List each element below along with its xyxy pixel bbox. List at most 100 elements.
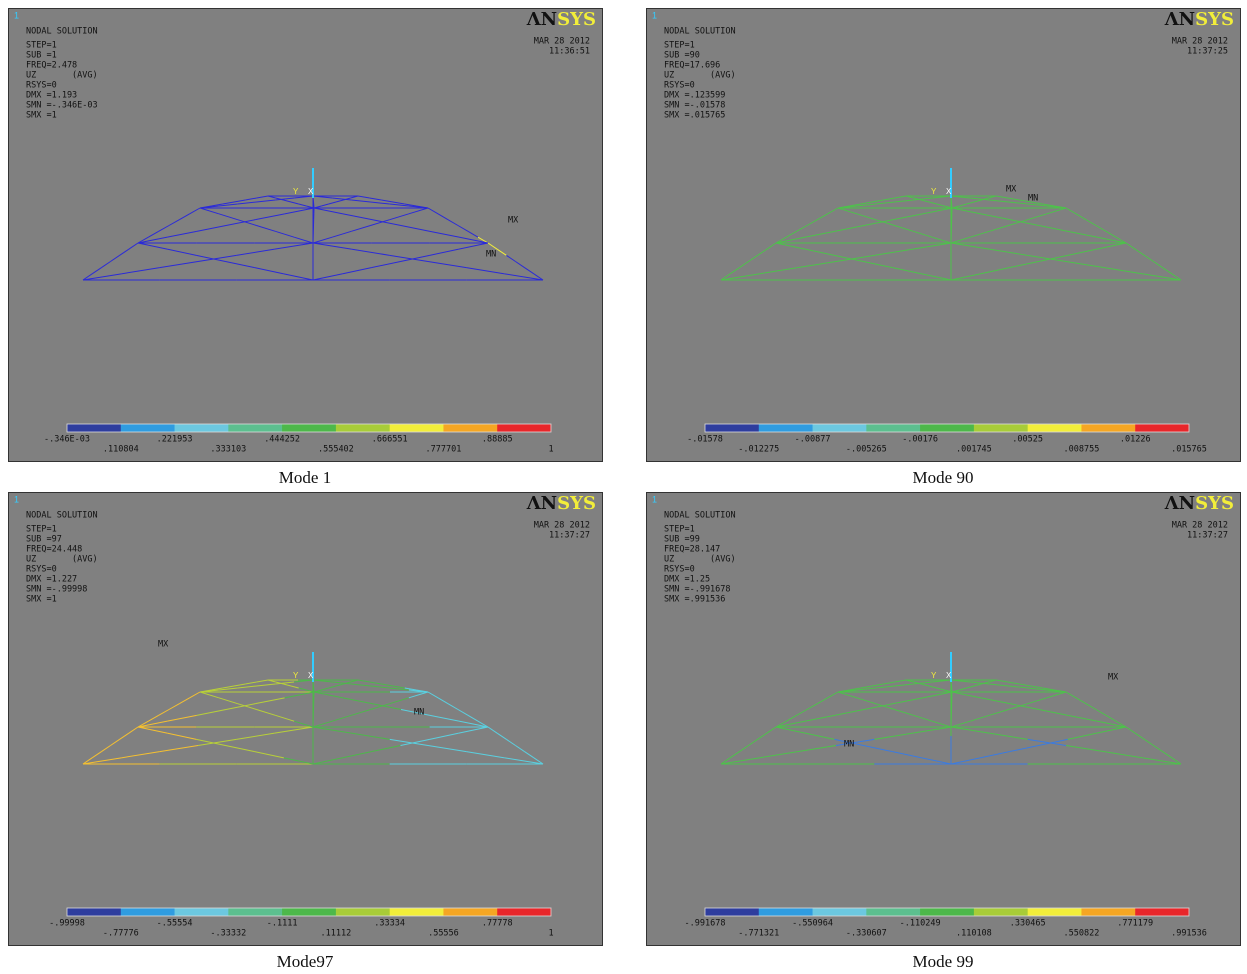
info-line: FREQ=28.147 — [664, 545, 720, 555]
info-line: SUB =90 — [664, 51, 700, 61]
caption: Mode97 — [155, 952, 455, 972]
info-line: UZ (AVG) — [664, 555, 736, 565]
legend-label: -.005265 — [846, 445, 887, 455]
info-line: UZ (AVG) — [664, 71, 736, 81]
mn-label: MN — [414, 708, 424, 718]
info-line: UZ (AVG) — [26, 71, 98, 81]
ansys-panel: 1ΛNSYSNODAL SOLUTIONSTEP=1SUB =1FREQ=2.4… — [8, 8, 603, 462]
legend-label: -.33332 — [210, 929, 246, 939]
legend-swatch — [282, 424, 336, 432]
info-line: DMX =1.227 — [26, 575, 77, 585]
legend-label: .008755 — [1064, 445, 1100, 455]
legend-label: 1 — [548, 445, 553, 455]
legend-swatch — [866, 424, 920, 432]
legend-label: -.012275 — [738, 445, 779, 455]
logo: ΛNSYS — [526, 493, 596, 514]
legend-swatch — [1028, 908, 1082, 916]
legend-swatch — [282, 908, 336, 916]
legend-label: .11112 — [321, 929, 352, 939]
triad-label: Y — [931, 671, 937, 680]
info-line: STEP=1 — [26, 525, 57, 535]
logo-an: ΛN — [526, 9, 557, 30]
mx-label: MX — [158, 640, 169, 650]
logo-an: ΛN — [526, 493, 557, 514]
info-line: SMN =-.346E-03 — [26, 101, 98, 111]
triad-label: Y — [293, 671, 299, 680]
ansys-panel: 1ΛNSYSNODAL SOLUTIONSTEP=1SUB =97FREQ=24… — [8, 492, 603, 946]
triad-label: Y — [931, 187, 937, 196]
legend-label: .444252 — [264, 435, 300, 445]
legend-swatch — [390, 908, 444, 916]
legend-label: .221953 — [157, 435, 193, 445]
info-line: NODAL SOLUTION — [26, 27, 98, 37]
info-line: SUB =1 — [26, 51, 57, 61]
legend-swatch — [813, 908, 867, 916]
legend-swatch — [813, 424, 867, 432]
legend-label: .666551 — [372, 435, 408, 445]
time: 11:37:27 — [1187, 531, 1228, 541]
info-line: DMX =1.25 — [664, 575, 710, 585]
legend-label: -.00176 — [902, 435, 938, 445]
legend-label: -.346E-03 — [44, 435, 90, 445]
legend-swatch — [974, 424, 1028, 432]
legend-swatch — [228, 908, 282, 916]
legend-swatch — [497, 908, 551, 916]
legend-label: .330465 — [1010, 919, 1046, 929]
legend-label: -.330607 — [846, 929, 887, 939]
legend-label: -.99998 — [49, 919, 85, 929]
info-line: FREQ=2.478 — [26, 61, 77, 71]
legend-swatch — [974, 908, 1028, 916]
mn-label: MN — [844, 740, 854, 750]
triad-label: X — [946, 671, 952, 680]
legend-swatch — [67, 424, 121, 432]
legend-swatch — [443, 908, 497, 916]
caption: Mode 99 — [793, 952, 1093, 972]
info-line: DMX =.123599 — [664, 91, 725, 101]
logo-sys: SYS — [557, 9, 596, 30]
legend-label: .555402 — [318, 445, 354, 455]
logo: ΛNSYS — [1164, 493, 1234, 514]
logo-sys: SYS — [557, 493, 596, 514]
legend-label: .771179 — [1117, 919, 1153, 929]
legend-label: .77778 — [482, 919, 513, 929]
legend-swatch — [866, 908, 920, 916]
time: 11:37:27 — [549, 531, 590, 541]
mn-label: MN — [1028, 194, 1038, 204]
legend-label: .55556 — [428, 929, 459, 939]
legend-label: -.00877 — [795, 435, 831, 445]
legend-label: -.991678 — [685, 919, 726, 929]
legend-label: -.110249 — [900, 919, 941, 929]
legend-label: -.771321 — [738, 929, 779, 939]
logo: ΛNSYS — [1164, 9, 1234, 30]
info-line: SUB =99 — [664, 535, 700, 545]
legend-swatch — [336, 424, 390, 432]
info-line: SMN =-.99998 — [26, 585, 87, 595]
legend-label: -.550964 — [792, 919, 833, 929]
legend-label: .33334 — [374, 919, 405, 929]
date: MAR 28 2012 — [1172, 521, 1228, 531]
legend-label: .333103 — [210, 445, 246, 455]
legend-swatch — [1081, 424, 1135, 432]
info-line: DMX =1.193 — [26, 91, 77, 101]
legend-swatch — [1135, 908, 1189, 916]
info-line: RSYS=0 — [26, 81, 57, 91]
legend-label: .110108 — [956, 929, 992, 939]
legend-label: .00525 — [1012, 435, 1043, 445]
info-line: SMX =.991536 — [664, 595, 725, 605]
date: MAR 28 2012 — [534, 37, 590, 47]
logo-an: ΛN — [1164, 493, 1195, 514]
logo-sys: SYS — [1195, 9, 1234, 30]
legend-label: .01226 — [1120, 435, 1151, 445]
legend-label: -.55554 — [157, 919, 193, 929]
legend-label: .110804 — [103, 445, 139, 455]
window-number: 1 — [14, 10, 19, 20]
mx-label: MX — [1108, 673, 1119, 683]
legend-swatch — [1028, 424, 1082, 432]
legend-swatch — [1135, 424, 1189, 432]
info-line: SMN =-.991678 — [664, 585, 731, 595]
logo-sys: SYS — [1195, 493, 1234, 514]
legend-label: -.1111 — [267, 919, 298, 929]
legend-label: .88885 — [482, 435, 513, 445]
legend-swatch — [67, 908, 121, 916]
